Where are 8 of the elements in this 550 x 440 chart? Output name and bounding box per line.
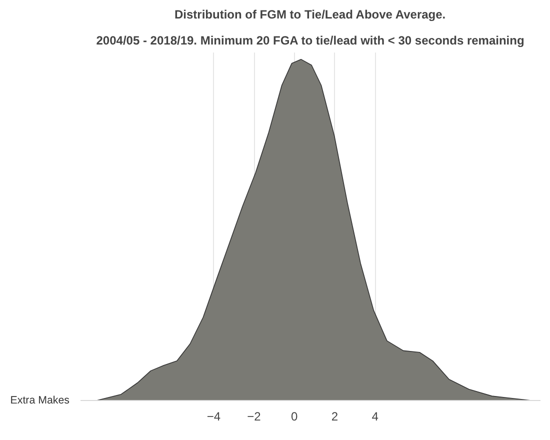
x-tick-label: −2	[247, 410, 262, 424]
chart-title: Distribution of FGM to Tie/Lead Above Average.	[174, 8, 446, 22]
y-axis-title: Extra Makes	[10, 394, 70, 406]
x-tick-label: 0	[291, 410, 298, 424]
x-tick-label: −4	[206, 410, 221, 424]
x-tick-label: 4	[372, 410, 379, 424]
chart-subtitle: 2004/05 - 2018/19. Minimum 20 FGA to tie/lead with < 30 seconds remaining	[96, 34, 524, 48]
x-tick-label: 2	[331, 410, 338, 424]
